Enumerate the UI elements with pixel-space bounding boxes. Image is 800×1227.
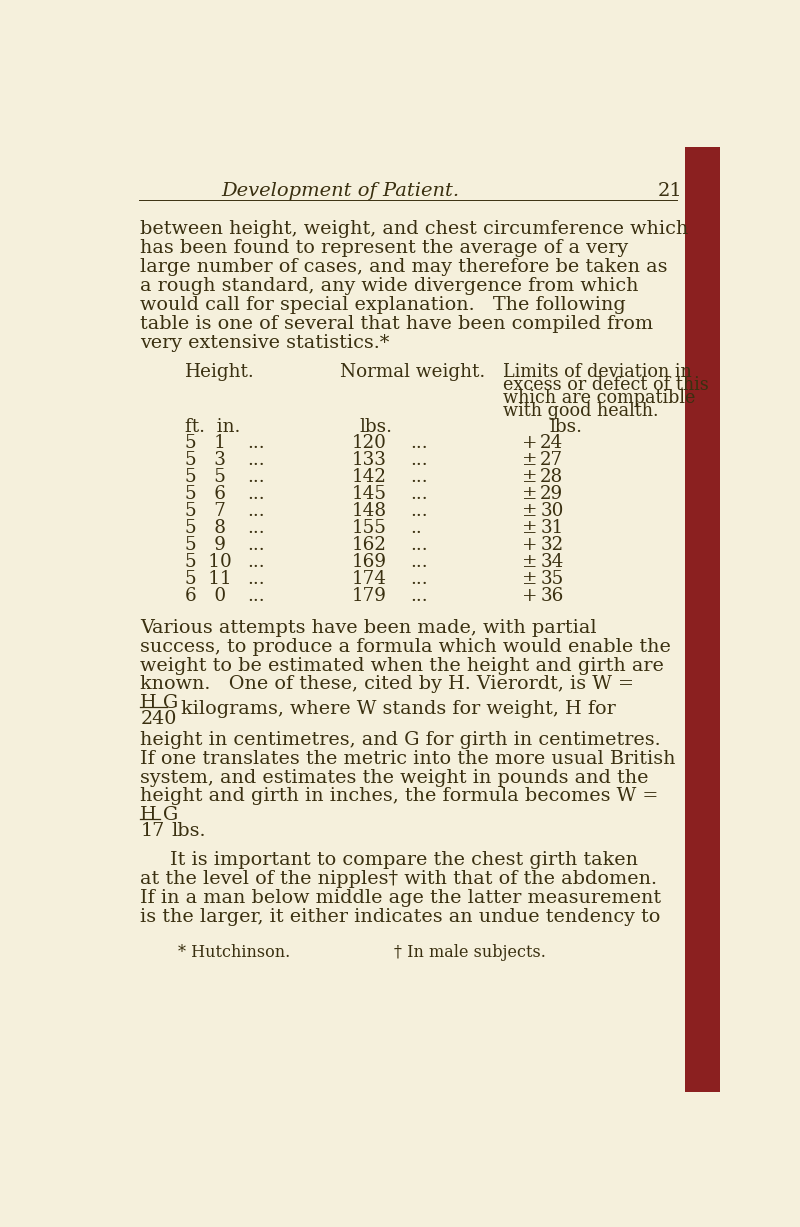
Text: 27: 27	[540, 452, 563, 469]
Text: is the larger, it either indicates an undue tendency to: is the larger, it either indicates an un…	[140, 908, 661, 926]
Text: 179: 179	[352, 587, 386, 605]
Text: with good health.: with good health.	[503, 402, 658, 421]
Text: Development of Patient.: Development of Patient.	[221, 182, 459, 200]
Text: ...: ...	[410, 552, 428, 571]
Text: +: +	[522, 536, 538, 553]
Text: ±: ±	[522, 452, 538, 469]
Text: 155: 155	[352, 519, 386, 536]
Text: which are compatible: which are compatible	[503, 389, 695, 407]
Text: 31: 31	[540, 519, 563, 536]
Text: excess or defect of this: excess or defect of this	[503, 377, 709, 394]
Text: table is one of several that have been compiled from: table is one of several that have been c…	[140, 314, 654, 333]
Text: 162: 162	[352, 536, 386, 553]
Text: 5   6: 5 6	[186, 485, 226, 503]
Text: 148: 148	[352, 502, 387, 520]
Text: large number of cases, and may therefore be taken as: large number of cases, and may therefore…	[140, 258, 668, 276]
Text: ±: ±	[522, 502, 538, 520]
Text: 24: 24	[540, 434, 563, 452]
Text: between height, weight, and chest circumference which: between height, weight, and chest circum…	[140, 221, 689, 238]
Text: ...: ...	[410, 467, 428, 486]
Text: +: +	[522, 587, 538, 605]
Text: ...: ...	[410, 485, 428, 503]
Text: ...: ...	[247, 485, 265, 503]
Text: system, and estimates the weight in pounds and the: system, and estimates the weight in poun…	[140, 768, 649, 787]
Text: ±: ±	[522, 485, 538, 503]
Text: height and girth in inches, the formula becomes W =: height and girth in inches, the formula …	[140, 788, 658, 805]
Text: 21: 21	[658, 182, 682, 200]
Text: would call for special explanation.   The following: would call for special explanation. The …	[140, 296, 626, 314]
Text: ft.  in.: ft. in.	[186, 418, 241, 436]
Text: 120: 120	[352, 434, 386, 452]
Text: * Hutchinson.: * Hutchinson.	[178, 944, 290, 961]
Text: 30: 30	[540, 502, 563, 520]
Text: 174: 174	[352, 569, 387, 588]
Text: 5   1: 5 1	[186, 434, 226, 452]
Text: If one translates the metric into the more usual British: If one translates the metric into the mo…	[140, 750, 676, 768]
Text: lbs.: lbs.	[360, 418, 393, 436]
Text: 29: 29	[540, 485, 563, 503]
Text: † In male subjects.: † In male subjects.	[394, 944, 546, 961]
Bar	[685, 147, 720, 1092]
Text: 5   3: 5 3	[186, 452, 226, 469]
Text: 36: 36	[540, 587, 563, 605]
Text: ...: ...	[247, 569, 265, 588]
Text: ...: ...	[247, 467, 265, 486]
Text: ...: ...	[410, 434, 428, 452]
Text: ...: ...	[247, 552, 265, 571]
Text: Limits of deviation in: Limits of deviation in	[503, 363, 692, 382]
Text: 145: 145	[352, 485, 387, 503]
Text: 28: 28	[540, 467, 563, 486]
Text: ...: ...	[410, 587, 428, 605]
Text: weight to be estimated when the height and girth are: weight to be estimated when the height a…	[140, 656, 664, 675]
Text: height in centimetres, and G for girth in centimetres.: height in centimetres, and G for girth i…	[140, 731, 661, 748]
Text: ...: ...	[410, 452, 428, 469]
Text: 169: 169	[352, 552, 387, 571]
Text: +: +	[522, 434, 538, 452]
Text: kilograms, where W stands for weight, H for: kilograms, where W stands for weight, H …	[181, 701, 615, 719]
Text: 133: 133	[352, 452, 386, 469]
Text: If in a man below middle age the latter measurement: If in a man below middle age the latter …	[140, 890, 662, 907]
Text: 35: 35	[540, 569, 563, 588]
Text: ...: ...	[247, 502, 265, 520]
Text: ±: ±	[522, 467, 538, 486]
Text: 34: 34	[540, 552, 563, 571]
Text: at the level of the nipples† with that of the abdomen.: at the level of the nipples† with that o…	[140, 870, 658, 888]
Text: ...: ...	[410, 569, 428, 588]
Text: ..: ..	[410, 519, 422, 536]
Text: ±: ±	[522, 569, 538, 588]
Text: ...: ...	[247, 519, 265, 536]
Text: has been found to represent the average of a very: has been found to represent the average …	[140, 239, 629, 258]
Text: ...: ...	[247, 452, 265, 469]
Text: ...: ...	[410, 502, 428, 520]
Text: It is important to compare the chest girth taken: It is important to compare the chest gir…	[170, 852, 638, 870]
Text: 5  10: 5 10	[186, 552, 232, 571]
Text: ...: ...	[410, 536, 428, 553]
Text: 32: 32	[540, 536, 563, 553]
Text: 5   5: 5 5	[186, 467, 226, 486]
Text: ...: ...	[247, 434, 265, 452]
Text: ±: ±	[522, 519, 538, 536]
Text: Various attempts have been made, with partial: Various attempts have been made, with pa…	[140, 618, 597, 637]
Text: 142: 142	[352, 467, 386, 486]
Text: ...: ...	[247, 587, 265, 605]
Text: success, to produce a formula which would enable the: success, to produce a formula which woul…	[140, 638, 671, 655]
Text: 5  11: 5 11	[186, 569, 232, 588]
Text: Normal weight.: Normal weight.	[340, 363, 486, 382]
Text: lbs.: lbs.	[550, 418, 582, 436]
Text: 17: 17	[140, 822, 165, 839]
Text: 5   7: 5 7	[186, 502, 226, 520]
Text: 240: 240	[140, 709, 177, 728]
Text: a rough standard, any wide divergence from which: a rough standard, any wide divergence fr…	[140, 277, 638, 294]
Text: ±: ±	[522, 552, 538, 571]
Text: H G: H G	[140, 806, 178, 825]
Text: very extensive statistics.*: very extensive statistics.*	[140, 334, 390, 352]
Text: lbs.: lbs.	[171, 822, 206, 839]
Text: 5   9: 5 9	[186, 536, 226, 553]
Text: 5   8: 5 8	[186, 519, 226, 536]
Text: ...: ...	[247, 536, 265, 553]
Text: known.   One of these, cited by H. Vierordt, is W =: known. One of these, cited by H. Vierord…	[140, 675, 634, 693]
Text: H G: H G	[140, 694, 178, 713]
Text: Height.: Height.	[186, 363, 255, 382]
Text: 6   0: 6 0	[186, 587, 226, 605]
